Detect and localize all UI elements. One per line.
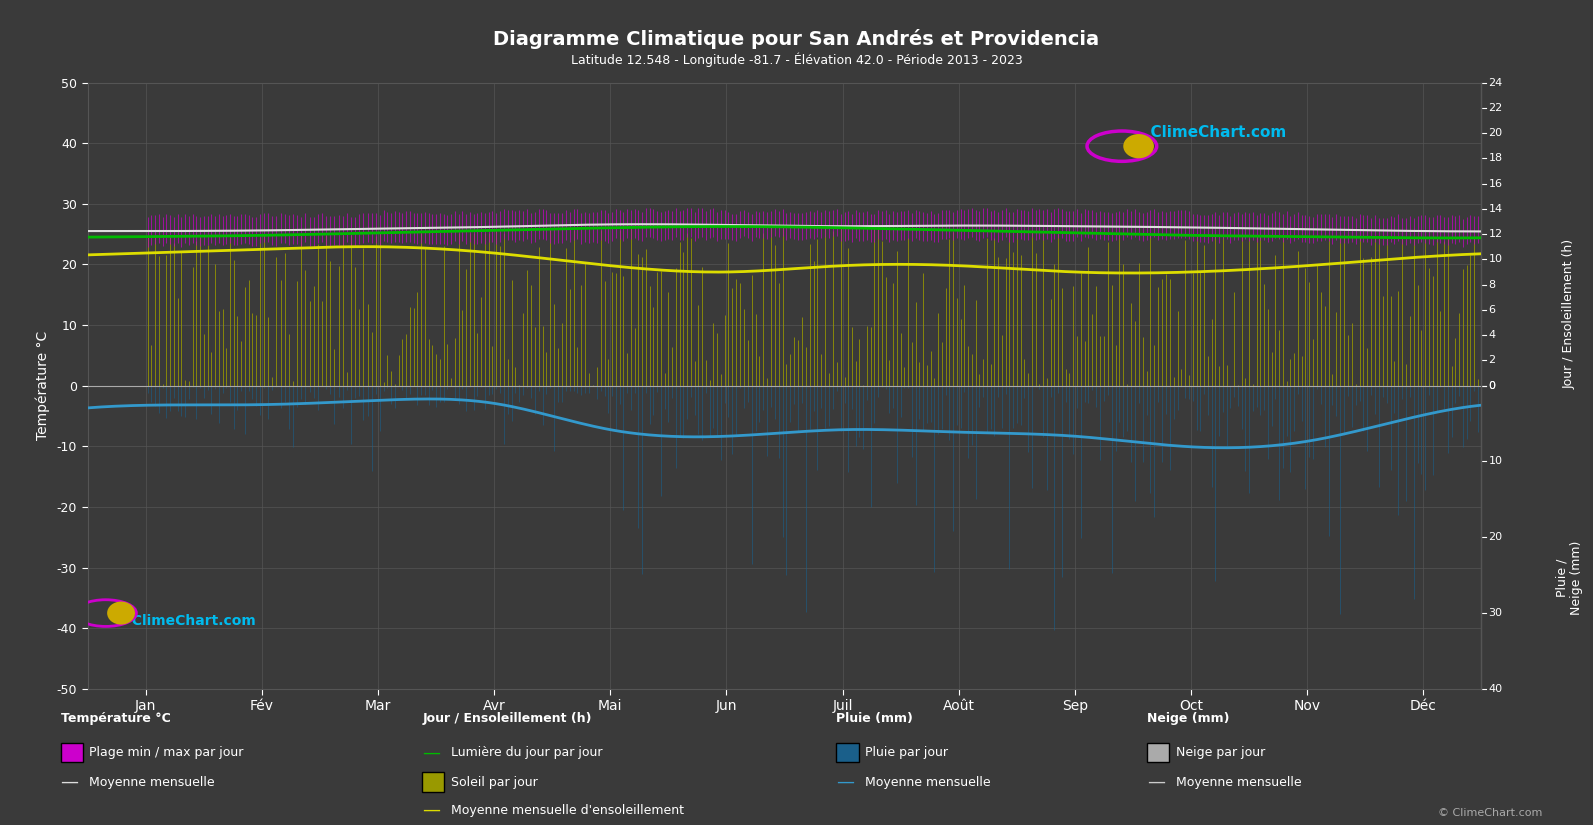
- Text: Pluie /
Neige (mm): Pluie / Neige (mm): [1555, 540, 1583, 615]
- Text: 24: 24: [1488, 78, 1502, 87]
- Text: 16: 16: [1488, 178, 1502, 189]
- Text: Lumière du jour par jour: Lumière du jour par jour: [451, 746, 602, 759]
- Text: 0: 0: [1488, 380, 1496, 391]
- Text: 8: 8: [1488, 280, 1496, 290]
- Text: —: —: [836, 773, 854, 791]
- Text: 4: 4: [1488, 330, 1496, 340]
- Text: Pluie (mm): Pluie (mm): [836, 712, 913, 725]
- Y-axis label: Température °C: Température °C: [35, 331, 49, 441]
- Text: Pluie par jour: Pluie par jour: [865, 746, 948, 759]
- Text: Soleil par jour: Soleil par jour: [451, 776, 537, 789]
- Text: —: —: [61, 773, 78, 791]
- Text: Neige par jour: Neige par jour: [1176, 746, 1265, 759]
- Text: 20: 20: [1488, 128, 1502, 138]
- Ellipse shape: [107, 601, 135, 625]
- Text: Jour / Ensoleillement (h): Jour / Ensoleillement (h): [422, 712, 591, 725]
- Text: Diagramme Climatique pour San Andrés et Providencia: Diagramme Climatique pour San Andrés et …: [494, 29, 1099, 49]
- Text: Jour / Ensoleillement (h): Jour / Ensoleillement (h): [1563, 238, 1575, 389]
- Text: Moyenne mensuelle: Moyenne mensuelle: [1176, 776, 1301, 789]
- Text: 10: 10: [1488, 254, 1502, 264]
- Text: Température °C: Température °C: [61, 712, 170, 725]
- Text: 18: 18: [1488, 153, 1502, 163]
- Text: Plage min / max par jour: Plage min / max par jour: [89, 746, 244, 759]
- Text: 2: 2: [1488, 356, 1496, 365]
- Text: 20: 20: [1488, 532, 1502, 542]
- Text: —: —: [422, 801, 440, 819]
- Text: ClimeChart.com: ClimeChart.com: [1141, 125, 1286, 140]
- Text: 12: 12: [1488, 229, 1502, 239]
- Text: 6: 6: [1488, 305, 1496, 315]
- Text: —: —: [422, 743, 440, 761]
- Text: ClimeChart.com: ClimeChart.com: [123, 615, 256, 629]
- Text: Moyenne mensuelle: Moyenne mensuelle: [865, 776, 991, 789]
- Text: Neige (mm): Neige (mm): [1147, 712, 1230, 725]
- Text: 40: 40: [1488, 684, 1502, 694]
- Ellipse shape: [1123, 134, 1153, 158]
- Text: 0: 0: [1488, 380, 1496, 391]
- Text: Moyenne mensuelle d'ensoleillement: Moyenne mensuelle d'ensoleillement: [451, 804, 683, 817]
- Text: 30: 30: [1488, 608, 1502, 618]
- Text: 10: 10: [1488, 456, 1502, 466]
- Text: Moyenne mensuelle: Moyenne mensuelle: [89, 776, 215, 789]
- Text: 14: 14: [1488, 204, 1502, 214]
- Text: Latitude 12.548 - Longitude -81.7 - Élévation 42.0 - Période 2013 - 2023: Latitude 12.548 - Longitude -81.7 - Élév…: [570, 53, 1023, 68]
- Text: 22: 22: [1488, 103, 1502, 113]
- Text: © ClimeChart.com: © ClimeChart.com: [1437, 808, 1542, 818]
- Text: —: —: [1147, 773, 1164, 791]
